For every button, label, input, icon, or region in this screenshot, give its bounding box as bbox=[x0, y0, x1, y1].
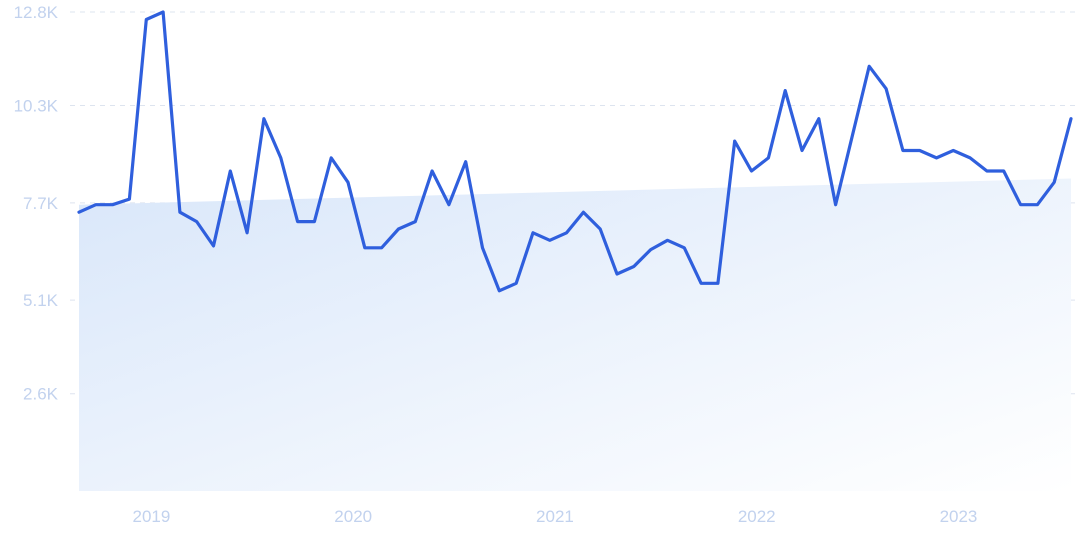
trend-area bbox=[79, 178, 1071, 491]
x-tick-label: 2023 bbox=[940, 507, 978, 526]
series-line bbox=[77, 10, 1073, 293]
y-axis: 12.8K 10.3K 7.7K 5.1K 2.6K bbox=[14, 3, 59, 404]
x-tick-label: 2022 bbox=[738, 507, 776, 526]
x-axis: 2019 2020 2021 2022 2023 bbox=[133, 507, 978, 526]
x-tick-label: 2019 bbox=[133, 507, 171, 526]
x-tick-label: 2020 bbox=[334, 507, 372, 526]
y-tick-label: 5.1K bbox=[23, 291, 59, 310]
y-tick-label: 10.3K bbox=[14, 97, 59, 116]
y-tick-label: 12.8K bbox=[14, 3, 59, 22]
y-tick-label: 7.7K bbox=[23, 194, 59, 213]
series-layer bbox=[77, 10, 1073, 293]
y-tick-label: 2.6K bbox=[23, 385, 59, 404]
trend-area-layer bbox=[79, 178, 1071, 491]
x-tick-label: 2021 bbox=[536, 507, 574, 526]
